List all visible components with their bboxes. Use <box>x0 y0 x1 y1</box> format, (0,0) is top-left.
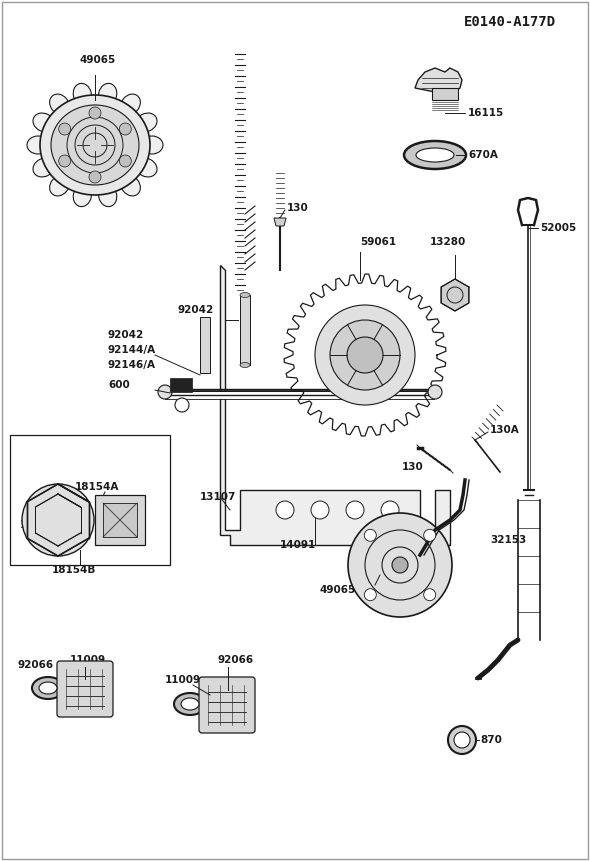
Text: 18154B: 18154B <box>52 565 96 575</box>
FancyBboxPatch shape <box>57 661 113 717</box>
Ellipse shape <box>99 185 117 207</box>
Text: 92144/A: 92144/A <box>108 345 156 355</box>
Text: 18154: 18154 <box>20 520 57 530</box>
Ellipse shape <box>27 136 49 154</box>
Circle shape <box>175 398 189 412</box>
Text: 16115: 16115 <box>468 108 504 118</box>
Text: 92042: 92042 <box>108 330 144 340</box>
Circle shape <box>89 107 101 119</box>
Circle shape <box>381 501 399 519</box>
Text: 130: 130 <box>402 462 424 472</box>
Text: E0140-A177D: E0140-A177D <box>464 15 556 29</box>
Text: 870: 870 <box>480 735 502 745</box>
Circle shape <box>89 171 101 183</box>
Circle shape <box>22 484 94 556</box>
Circle shape <box>330 320 400 390</box>
Ellipse shape <box>39 682 57 694</box>
Ellipse shape <box>136 113 157 132</box>
Text: 11009: 11009 <box>165 675 201 685</box>
Text: 18154A: 18154A <box>75 482 119 492</box>
Ellipse shape <box>174 693 206 715</box>
Text: 13107: 13107 <box>200 492 237 502</box>
Text: 92066: 92066 <box>218 655 254 665</box>
Bar <box>95 495 145 545</box>
Text: 32153: 32153 <box>490 535 526 545</box>
Ellipse shape <box>428 385 442 399</box>
Text: 130A: 130A <box>490 425 520 435</box>
Text: 92042: 92042 <box>178 305 214 315</box>
Ellipse shape <box>51 105 139 185</box>
Circle shape <box>424 589 435 601</box>
Bar <box>200 317 210 373</box>
Text: 14091: 14091 <box>280 540 316 550</box>
Text: 92066: 92066 <box>18 660 54 670</box>
Circle shape <box>119 155 132 167</box>
Ellipse shape <box>141 136 163 154</box>
Circle shape <box>348 513 452 617</box>
Ellipse shape <box>50 94 69 115</box>
Text: 59061: 59061 <box>360 237 396 247</box>
Ellipse shape <box>121 176 140 196</box>
Text: 670A: 670A <box>468 150 498 160</box>
Bar <box>103 503 137 537</box>
Ellipse shape <box>240 293 250 298</box>
Text: 600: 600 <box>108 380 130 390</box>
Circle shape <box>311 501 329 519</box>
Polygon shape <box>220 265 450 545</box>
Bar <box>240 295 250 365</box>
Polygon shape <box>441 279 469 311</box>
Circle shape <box>346 501 364 519</box>
Circle shape <box>276 501 294 519</box>
Circle shape <box>364 589 376 601</box>
Circle shape <box>424 530 435 542</box>
Text: 49065: 49065 <box>80 55 116 65</box>
Circle shape <box>347 337 383 373</box>
Polygon shape <box>274 218 286 226</box>
Bar <box>170 378 192 392</box>
Text: 11009: 11009 <box>70 655 106 665</box>
Ellipse shape <box>40 95 150 195</box>
Ellipse shape <box>32 677 64 699</box>
Circle shape <box>448 726 476 754</box>
Circle shape <box>58 155 71 167</box>
Ellipse shape <box>73 185 91 207</box>
Text: 92146/A: 92146/A <box>108 360 156 370</box>
Circle shape <box>119 123 132 135</box>
Ellipse shape <box>181 698 199 710</box>
Ellipse shape <box>33 158 54 177</box>
Text: 13280: 13280 <box>430 237 466 247</box>
Ellipse shape <box>158 385 172 399</box>
Ellipse shape <box>121 94 140 115</box>
Circle shape <box>315 305 415 405</box>
Ellipse shape <box>416 148 454 162</box>
Text: 130: 130 <box>287 203 309 213</box>
Bar <box>432 88 458 100</box>
Text: 49065A: 49065A <box>320 585 364 595</box>
Ellipse shape <box>240 362 250 368</box>
Ellipse shape <box>50 176 69 196</box>
Ellipse shape <box>99 84 117 105</box>
FancyBboxPatch shape <box>199 677 255 733</box>
Circle shape <box>392 557 408 573</box>
Bar <box>10 435 170 565</box>
Circle shape <box>364 530 376 542</box>
Circle shape <box>454 732 470 748</box>
Ellipse shape <box>404 141 466 169</box>
Polygon shape <box>415 68 462 93</box>
Ellipse shape <box>73 84 91 105</box>
Ellipse shape <box>33 113 54 132</box>
Ellipse shape <box>136 158 157 177</box>
Circle shape <box>58 123 71 135</box>
Text: 52005: 52005 <box>540 223 576 233</box>
